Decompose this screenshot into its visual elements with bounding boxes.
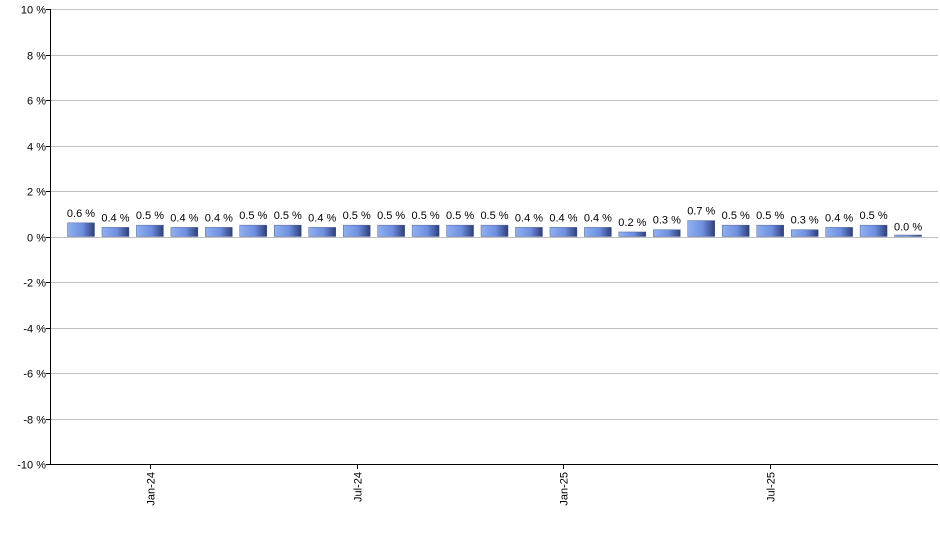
y-tick-label: 4 % bbox=[27, 142, 46, 154]
y-tick-label: -6 % bbox=[23, 369, 46, 381]
bar-data-label: 0.5 % bbox=[756, 210, 784, 222]
bar bbox=[825, 227, 853, 237]
x-tick-label: Jan-24 bbox=[146, 472, 158, 506]
bar-data-label: 0.3 % bbox=[791, 215, 819, 227]
bar-data-label: 0.4 % bbox=[170, 212, 198, 224]
bar bbox=[480, 224, 509, 237]
bar-data-label: 0.6 % bbox=[67, 208, 95, 220]
bar bbox=[67, 222, 95, 237]
bar bbox=[687, 220, 715, 237]
bars bbox=[67, 220, 922, 237]
bar-data-label: 0.5 % bbox=[480, 210, 508, 222]
axes bbox=[46, 9, 938, 469]
bar-data-label: 0.5 % bbox=[239, 210, 267, 222]
bar bbox=[515, 227, 543, 237]
y-tick-label: 10 % bbox=[21, 5, 46, 17]
bar bbox=[790, 229, 819, 237]
bar bbox=[170, 227, 199, 237]
y-tick-label: -4 % bbox=[23, 324, 46, 336]
y-tick-label: -10 % bbox=[17, 460, 46, 472]
bar bbox=[859, 224, 888, 237]
bar bbox=[274, 224, 302, 237]
y-tick-label: 8 % bbox=[27, 51, 46, 63]
y-tick-label: 0 % bbox=[27, 233, 46, 245]
bar bbox=[101, 227, 130, 237]
bar-data-label: 0.5 % bbox=[860, 210, 888, 222]
x-axis-tick-labels: Jan-24 Jul-24 Jan-25 Jul-25 bbox=[146, 472, 778, 506]
bar-data-label: 0.4 % bbox=[205, 212, 233, 224]
bar bbox=[446, 224, 474, 237]
y-tick-label: 2 % bbox=[27, 187, 46, 199]
bar bbox=[618, 231, 647, 237]
bar bbox=[722, 224, 750, 237]
y-tick-label: -8 % bbox=[23, 415, 46, 427]
bar-data-label: 0.5 % bbox=[343, 210, 371, 222]
bar bbox=[205, 227, 233, 237]
bar-data-label: 0.0 % bbox=[894, 222, 922, 234]
bar-data-label: 0.5 % bbox=[274, 210, 302, 222]
bar bbox=[653, 229, 681, 237]
bar bbox=[756, 224, 784, 237]
bar bbox=[377, 224, 405, 237]
y-axis-tick-labels: 10 % 8 % 6 % 4 % 2 % 0 % -2 % -4 % -6 % -8 % -10 % bbox=[17, 5, 46, 472]
bar-data-label: 0.4 % bbox=[308, 212, 336, 224]
bar-data-label: 0.5 % bbox=[446, 210, 474, 222]
bar-data-label: 0.4 % bbox=[101, 212, 129, 224]
bar-data-label: 0.3 % bbox=[653, 215, 681, 227]
bar-data-label: 0.5 % bbox=[136, 210, 164, 222]
bar-data-label: 0.5 % bbox=[412, 210, 440, 222]
bar bbox=[308, 227, 336, 237]
x-tick-label: Jan-25 bbox=[559, 472, 571, 506]
bar bbox=[894, 234, 922, 237]
y-tick-label: -2 % bbox=[23, 278, 46, 290]
bar bbox=[411, 224, 440, 237]
bar-data-label: 0.4 % bbox=[549, 212, 577, 224]
data-labels: 0.6 % 0.4 % 0.5 % 0.4 % 0.4 % 0.5 % 0.5 % 0.4 %… bbox=[67, 206, 922, 234]
bar-data-label: 0.4 % bbox=[584, 212, 612, 224]
x-tick-label: Jul-25 bbox=[766, 472, 778, 502]
y-tick-label: 6 % bbox=[27, 96, 46, 108]
bar-data-label: 0.4 % bbox=[825, 212, 853, 224]
bar bbox=[136, 224, 164, 237]
bar bbox=[342, 224, 371, 237]
bar bbox=[239, 224, 268, 237]
bar-data-label: 0.5 % bbox=[722, 210, 750, 222]
bar bbox=[584, 227, 612, 237]
grid-lines bbox=[50, 9, 938, 465]
bar-data-label: 0.4 % bbox=[515, 212, 543, 224]
bar-data-label: 0.2 % bbox=[618, 217, 646, 229]
bar bbox=[549, 227, 578, 237]
bar-data-label: 0.7 % bbox=[687, 206, 715, 218]
bar-data-label: 0.5 % bbox=[377, 210, 405, 222]
x-tick-label: Jul-24 bbox=[353, 472, 365, 502]
